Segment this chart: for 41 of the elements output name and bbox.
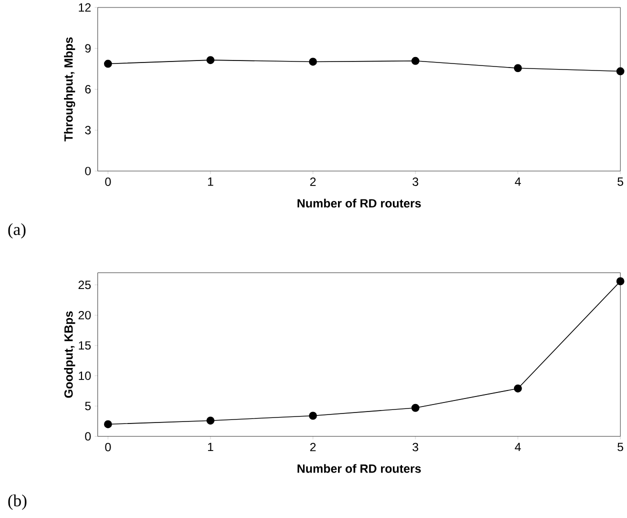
x-tick-label: 4 [514,442,521,451]
x-axis-title: Number of RD routers [298,464,421,473]
text: (a) [8,223,26,238]
x-tick-label: 1 [208,442,214,451]
x-tick-label: 1 [208,177,214,186]
point [411,404,420,412]
point [206,416,214,425]
x-tick-label: 4 [514,177,521,186]
x-tick-label: 0 [105,442,111,452]
text: (b) [8,494,26,510]
y-tick-label: 12 [78,3,91,12]
y-tick-label: 20 [78,310,91,320]
x-tick-label: 2 [310,442,316,452]
x-tick-label: 2 [310,177,316,186]
x-tick-label: 3 [412,442,418,452]
x-tick-label: 3 [412,177,418,186]
x-tick-label: 0 [105,177,111,186]
x-axis-title: Number of RD routers [298,198,421,208]
point [308,58,317,66]
point [616,277,624,286]
y-tick-label: 25 [78,280,91,290]
y-tick-label: 6 [85,84,91,94]
y-tick-label: 5 [85,402,91,410]
point [104,420,112,428]
y-tick-label: 10 [78,371,91,380]
x-tick-label: 5 [618,442,624,452]
point [616,67,624,76]
x-tick-label: 5 [618,177,624,186]
y-tick-label: 9 [85,44,91,53]
y-tick-label: 0 [85,166,91,176]
point [514,64,522,72]
y-tick-label: 0 [85,432,91,440]
y-axis-title: Goodput, KBps [64,311,76,398]
point [411,56,420,65]
point [104,60,112,68]
y-axis-title: Throughput, Mbps [64,37,76,142]
point [206,56,214,64]
point [514,384,522,392]
y-tick-label: 3 [85,126,91,134]
y-tick-label: 15 [78,341,91,350]
point [308,412,317,420]
